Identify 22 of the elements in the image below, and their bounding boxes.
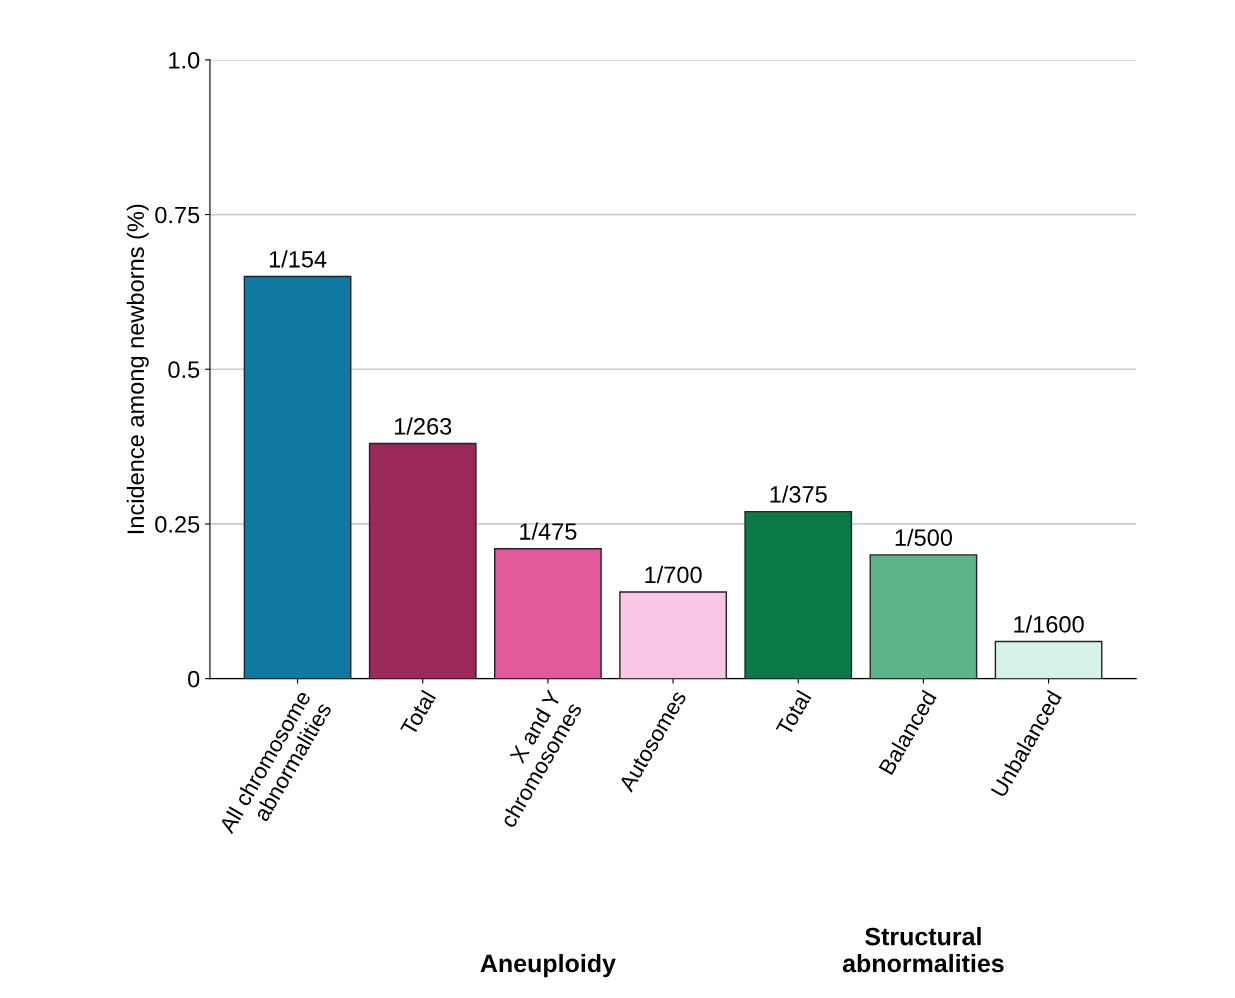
bar [494, 548, 602, 679]
data-label: 1/700 [645, 565, 702, 584]
y-tick-label: 0.25 [155, 516, 200, 533]
bar [619, 591, 727, 679]
y-tick-label: 0.5 [168, 361, 200, 379]
y-axis-title: Incidence among newborns (%) [126, 204, 149, 534]
bar [869, 554, 978, 679]
bar [744, 510, 853, 679]
data-label: 1/263 [395, 417, 452, 435]
data-label: 1/500 [895, 528, 953, 547]
data-label: 1/475 [520, 522, 577, 540]
text: Aneuploidy [480, 953, 616, 978]
y-tick-label: 0.75 [155, 206, 200, 224]
bar [994, 640, 1103, 679]
data-label: 1/154 [269, 250, 327, 268]
bar [368, 442, 477, 679]
y-tick-label: 0 [188, 670, 200, 688]
data-label: 1/375 [770, 485, 827, 503]
text: Structural abnormalities [842, 927, 1004, 973]
bar [243, 275, 352, 679]
data-label: 1/1600 [1014, 615, 1084, 633]
y-tick-label: 1.0 [169, 51, 200, 69]
